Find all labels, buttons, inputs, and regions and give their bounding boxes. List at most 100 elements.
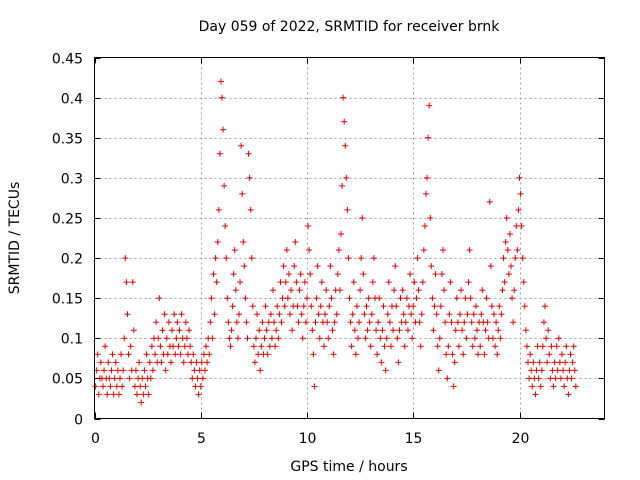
data-point <box>162 367 169 374</box>
axis-ticks <box>94 57 605 420</box>
data-point <box>487 263 494 270</box>
data-point <box>113 383 120 390</box>
data-point <box>413 295 420 302</box>
data-point <box>248 255 255 262</box>
data-point <box>347 319 354 326</box>
data-point <box>375 319 382 326</box>
data-point <box>528 367 535 374</box>
data-point <box>394 335 401 342</box>
data-point <box>474 327 480 334</box>
data-point <box>214 239 221 246</box>
data-point <box>329 327 336 334</box>
data-point <box>311 383 318 390</box>
data-point <box>547 375 554 382</box>
y-tick-label: 0.1 <box>61 332 83 348</box>
data-point <box>403 295 410 302</box>
data-point <box>537 383 544 390</box>
data-point <box>177 351 184 358</box>
data-point <box>461 319 468 326</box>
data-point <box>140 391 147 398</box>
data-point <box>224 295 231 302</box>
data-point <box>566 367 573 374</box>
data-point <box>310 351 317 358</box>
data-point <box>219 94 225 101</box>
data-point <box>183 335 190 342</box>
data-point <box>446 311 453 318</box>
data-point <box>293 279 300 286</box>
data-point <box>516 174 523 181</box>
y-tick-label: 0.25 <box>52 212 83 228</box>
data-point <box>272 343 279 350</box>
data-point <box>186 327 193 334</box>
data-point <box>482 327 489 334</box>
data-point <box>100 383 106 390</box>
plot-frame <box>94 57 605 419</box>
data-point <box>470 311 477 318</box>
data-point <box>281 303 288 310</box>
data-point <box>136 359 143 366</box>
data-point <box>335 247 342 254</box>
y-tick-label: 0.45 <box>52 52 83 68</box>
data-point <box>357 287 364 294</box>
data-point <box>131 383 138 390</box>
data-point <box>374 351 381 358</box>
data-point <box>326 303 333 310</box>
data-point <box>97 359 104 366</box>
chart-title: Day 059 of 2022, SRMTID for receiver brn… <box>199 19 501 35</box>
data-point <box>539 343 546 350</box>
data-point <box>121 335 128 342</box>
data-point <box>181 343 188 350</box>
data-point <box>534 343 541 350</box>
data-point <box>346 295 353 302</box>
data-point <box>437 303 444 310</box>
data-point <box>172 351 179 358</box>
data-point <box>316 335 323 342</box>
data-point <box>486 198 493 205</box>
data-point <box>232 287 239 294</box>
data-point <box>383 335 390 342</box>
data-point <box>294 303 301 310</box>
data-point <box>231 247 238 254</box>
data-point <box>156 295 163 302</box>
data-point <box>241 263 248 270</box>
data-point <box>464 311 471 318</box>
data-point <box>236 311 242 318</box>
data-point <box>102 343 109 350</box>
data-point <box>414 255 421 262</box>
data-point <box>143 351 150 358</box>
data-point <box>554 367 561 374</box>
data-point <box>393 303 400 310</box>
data-point <box>369 279 376 286</box>
data-point <box>435 367 442 374</box>
data-point <box>567 351 574 358</box>
x-tick-labels: 0 5 10 15 20 <box>91 431 529 447</box>
data-point <box>295 319 302 326</box>
data-point <box>284 295 291 302</box>
data-point <box>359 214 366 221</box>
data-point <box>404 327 411 334</box>
data-point <box>495 327 502 334</box>
data-point <box>459 327 466 334</box>
data-point <box>106 375 113 382</box>
data-point <box>119 383 126 390</box>
data-point <box>244 335 251 342</box>
data-point <box>173 335 180 342</box>
data-point <box>301 279 308 286</box>
data-point <box>258 343 265 350</box>
y-tick-label: 0.4 <box>61 92 83 108</box>
data-point <box>215 206 222 213</box>
data-point <box>138 399 145 406</box>
data-point <box>254 311 261 318</box>
data-point <box>559 351 565 358</box>
data-point <box>381 343 388 350</box>
data-point <box>207 319 214 326</box>
data-point <box>469 343 476 350</box>
data-point <box>149 367 156 374</box>
data-point <box>418 311 425 318</box>
data-point <box>209 335 216 342</box>
data-point <box>170 343 177 350</box>
data-point <box>259 319 266 326</box>
data-point <box>440 247 446 254</box>
data-point <box>506 230 513 237</box>
data-point <box>501 279 508 286</box>
